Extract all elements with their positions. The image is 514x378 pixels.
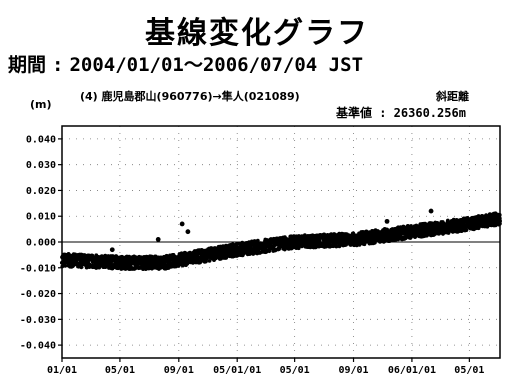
x-axis: 01/01 05/01 09/01 05/01/01 05/01 09/01 06/01/0… [47, 358, 484, 376]
data-points [60, 209, 502, 271]
x-tick-label: 09/01 [164, 365, 194, 376]
x-tick-label: 05/01 [280, 365, 310, 376]
y-tick-label: -0.030 [20, 315, 56, 326]
x-tick-label: 05/01 [454, 365, 484, 376]
y-tick-label: -0.040 [20, 341, 56, 352]
y-tick-label: 0.020 [26, 186, 56, 197]
data-point-outlier [180, 222, 185, 227]
x-tick-label: 05/01/01 [213, 365, 261, 376]
x-tick-label: 01/01 [47, 365, 77, 376]
data-point [465, 228, 469, 232]
y-axis: 0.040 0.030 0.020 0.010 0.000 -0.010 -0.020 -0.… [20, 134, 62, 351]
x-tick-label: 06/01/01 [388, 365, 436, 376]
x-tick-label: 09/01 [338, 365, 368, 376]
y-tick-label: 0.040 [26, 134, 56, 145]
data-point-outlier [385, 219, 390, 224]
y-tick-label: 0.000 [26, 238, 56, 249]
x-tick-label: 05/01 [105, 365, 135, 376]
y-tick-label: 0.010 [26, 212, 56, 223]
data-point-outlier [429, 209, 434, 214]
y-tick-label: -0.020 [20, 289, 56, 300]
data-point [63, 264, 67, 268]
data-point-outlier [110, 247, 115, 252]
data-point-outlier [185, 229, 190, 234]
y-tick-label: 0.030 [26, 160, 56, 171]
data-point-outlier [156, 237, 161, 242]
y-tick-label: -0.010 [20, 263, 56, 274]
